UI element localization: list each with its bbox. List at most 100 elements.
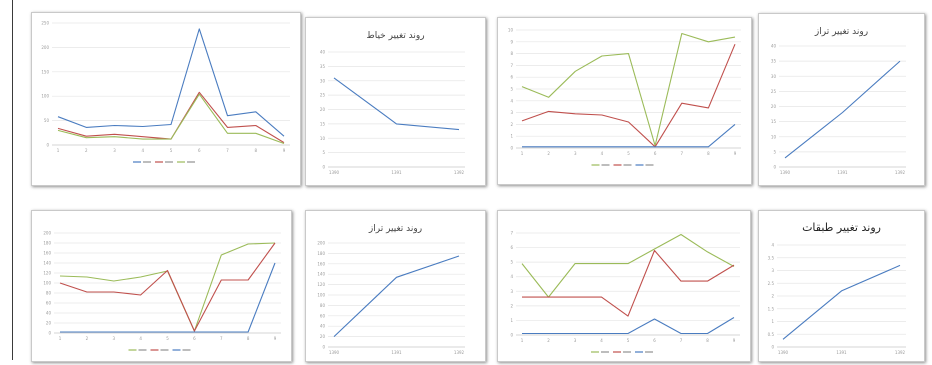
chart-2-title: روند تغییر خیاط [366, 31, 424, 41]
chart-8-y-tick: 1.5 [768, 306, 775, 311]
chart-7-x-tick: 6 [653, 338, 656, 343]
chart-8-title: روند تغییر طبقات [802, 221, 881, 234]
chart-7-y-tick: 5 [510, 260, 513, 265]
chart-3-y-tick: 8 [510, 51, 513, 56]
chart-7-legend-label [623, 351, 631, 353]
chart-3-x-tick: 6 [654, 151, 657, 156]
chart-2-y-tick: 5 [322, 150, 325, 155]
chart-3-y-tick: 2 [510, 122, 513, 127]
chart-5-x-tick: 6 [193, 336, 196, 341]
chart-5-y-tick: 120 [43, 271, 51, 276]
chart-2-x-tick: 1390 [329, 170, 340, 175]
chart-7-y-tick: 4 [510, 274, 513, 279]
chart-6-y-tick: 180 [317, 251, 325, 256]
chart-1-x-tick: 2 [85, 148, 88, 153]
chart-5-x-tick: 8 [247, 336, 250, 341]
chart-2-x-tick: 1392 [454, 170, 465, 175]
chart-3-x-tick: 4 [601, 151, 604, 156]
chart-2-y-tick: 10 [320, 136, 326, 141]
chart-5-x-tick: 1 [59, 336, 62, 341]
chart-8-y-tick: 0 [771, 345, 774, 350]
chart-2-y-tick: 25 [320, 93, 326, 98]
chart-3-x-tick: 1 [521, 151, 524, 156]
chart-8-x-tick: 1392 [895, 350, 906, 355]
chart-6-y-tick: 80 [320, 303, 326, 308]
chart-7-y-tick: 2 [510, 303, 513, 308]
chart-3-x-tick: 3 [574, 151, 577, 156]
chart-4-y-tick: 25 [771, 89, 777, 94]
chart-1-x-tick: 5 [170, 148, 173, 153]
chart-5-x-tick: 7 [220, 336, 223, 341]
chart-7-svg: 0 1 2 3 4 5 6 7 1 2 3 4 5 6 7 8 9 [510, 231, 740, 353]
chart-1-svg: 0 50 100 150 200 250 1 2 3 4 5 6 7 8 9 [41, 21, 290, 163]
chart-3-legend-label [601, 164, 610, 166]
chart-2-y-tick: 15 [320, 121, 326, 126]
chart-3-y-tick: 10 [508, 28, 514, 33]
chart-7-y-tick: 1 [510, 318, 513, 323]
chart-7-legend-label [601, 351, 609, 353]
chart-8-x-tick: 1391 [836, 350, 847, 355]
chart-panel-2: روند تغییر خیاط 0 5 10 15 20 25 30 35 40 1390 1391 1… [305, 17, 486, 186]
chart-7-x-tick: 2 [547, 338, 550, 343]
chart-3-y-tick: 4 [510, 98, 513, 103]
chart-6-y-tick: 0 [322, 345, 325, 350]
chart-1-series-1-line [57, 28, 285, 137]
chart-1-x-tick: 6 [198, 148, 201, 153]
chart-2-y-tick: 30 [320, 78, 326, 83]
chart-panel-8: روند تغییر طبقات 0 0.5 1 1.5 2 2.5 3 3.5 4 1390 139… [758, 210, 925, 362]
chart-5-y-tick: 60 [46, 301, 52, 306]
chart-2-series-1-line [333, 77, 460, 131]
chart-3-legend-label [623, 164, 632, 166]
chart-4-y-tick: 15 [771, 119, 777, 124]
chart-2-y-tick: 40 [320, 50, 326, 55]
chart-6-x-tick: 1391 [391, 350, 402, 355]
chart-1-legend-label [143, 161, 151, 163]
chart-4-y-tick: 20 [771, 104, 777, 109]
chart-5-series-3-line [60, 262, 276, 333]
chart-5-x-tick: 2 [86, 336, 89, 341]
chart-4-y-tick: 40 [771, 44, 777, 49]
chart-7-x-tick: 4 [600, 338, 603, 343]
chart-6-x-tick: 1390 [329, 350, 340, 355]
chart-6-x-tick: 1392 [454, 350, 465, 355]
chart-1-x-tick: 1 [57, 148, 60, 153]
chart-3-x-tick: 9 [734, 151, 737, 156]
chart-5-y-tick: 0 [48, 331, 51, 336]
chart-1-y-tick: 150 [41, 69, 49, 74]
chart-panel-1: 0 50 100 150 200 250 1 2 3 4 5 6 7 8 9 [31, 12, 301, 186]
chart-2-y-tick: 35 [320, 64, 326, 69]
chart-5-y-tick: 140 [43, 261, 51, 266]
chart-5-y-tick: 180 [43, 241, 51, 246]
chart-4-x-tick: 1390 [780, 170, 791, 175]
chart-6-y-tick: 40 [320, 324, 326, 329]
chart-3-y-tick: 9 [510, 39, 513, 44]
chart-5-y-tick: 160 [43, 251, 51, 256]
chart-7-legend-label [645, 351, 653, 353]
chart-3-series-3-line [522, 123, 736, 148]
chart-5-series-1-line [59, 242, 276, 332]
chart-7-x-tick: 9 [733, 338, 736, 343]
chart-7-y-tick: 3 [510, 289, 513, 294]
chart-panel-5: 0 20 40 60 80 100 120 140 160 180 200 1 2 3 4 5 6 7 8 9 [31, 210, 292, 362]
chart-6-y-tick: 200 [317, 241, 325, 246]
chart-3-x-tick: 7 [680, 151, 683, 156]
chart-3-y-tick: 7 [510, 63, 513, 68]
chart-1-y-tick: 50 [44, 118, 50, 123]
chart-8-y-tick: 2 [771, 294, 774, 299]
chart-6-y-tick: 120 [317, 282, 325, 287]
chart-1-x-tick: 7 [226, 148, 229, 153]
chart-7-x-tick: 1 [521, 338, 524, 343]
chart-7-y-tick: 6 [510, 245, 513, 250]
chart-7-x-tick: 8 [706, 338, 709, 343]
chart-6-y-tick: 20 [320, 334, 326, 339]
chart-2-svg: روند تغییر خیاط 0 5 10 15 20 25 30 35 40 1390 1391 1… [320, 31, 465, 175]
chart-5-legend-label [182, 349, 191, 351]
chart-panel-7: 0 1 2 3 4 5 6 7 1 2 3 4 5 6 7 8 9 [497, 210, 751, 362]
chart-8-series-1-line [782, 264, 901, 340]
chart-3-svg: 0 1 2 3 4 5 6 7 8 9 10 1 2 3 4 5 6 7 8 9 [508, 28, 741, 166]
chart-3-y-tick: 3 [510, 110, 513, 115]
chart-5-y-tick: 40 [46, 311, 52, 316]
chart-5-y-tick: 80 [46, 291, 52, 296]
chart-7-x-tick: 5 [627, 338, 630, 343]
chart-3-x-tick: 2 [547, 151, 550, 156]
